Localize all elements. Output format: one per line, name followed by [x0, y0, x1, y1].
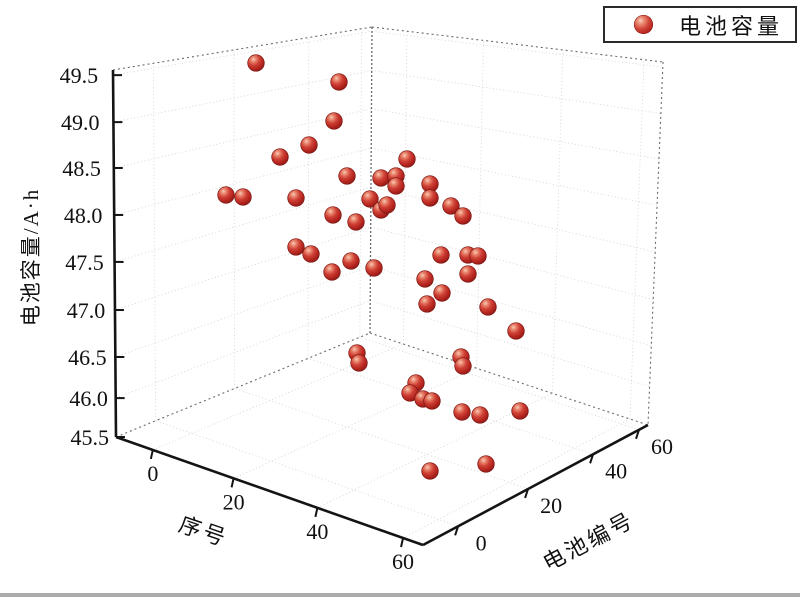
- svg-text:40: 40: [605, 458, 627, 483]
- data-point: [378, 196, 396, 214]
- page-bottom-border: [0, 593, 800, 597]
- data-point: [323, 263, 341, 281]
- data-point: [421, 189, 439, 207]
- data-point: [507, 322, 525, 340]
- data-point: [338, 167, 356, 185]
- data-point: [418, 295, 436, 313]
- svg-text:49.0: 49.0: [61, 110, 100, 135]
- data-point: [387, 177, 405, 195]
- data-point: [372, 169, 390, 187]
- svg-text:48.5: 48.5: [62, 156, 101, 181]
- svg-text:0: 0: [147, 461, 158, 486]
- axes-lines: [111, 69, 649, 547]
- data-point: [234, 188, 252, 206]
- data-point: [287, 189, 305, 207]
- data-point: [454, 207, 472, 225]
- svg-text:20: 20: [540, 493, 562, 518]
- svg-text:46.0: 46.0: [69, 386, 108, 411]
- data-point: [511, 402, 529, 420]
- data-point: [453, 403, 471, 421]
- data-point: [325, 112, 343, 130]
- svg-text:49.5: 49.5: [60, 63, 99, 88]
- data-point: [300, 136, 318, 154]
- legend-sphere-marker-icon: [634, 15, 653, 34]
- svg-text:45.5: 45.5: [71, 425, 110, 450]
- data-point: [365, 259, 383, 277]
- legend-box: 电池容量: [603, 6, 797, 43]
- data-point: [342, 252, 360, 270]
- svg-text:0: 0: [476, 530, 487, 555]
- data-point: [247, 54, 265, 72]
- z-axis-title: 电池容量/A·h: [19, 187, 43, 327]
- svg-text:47.0: 47.0: [67, 298, 106, 323]
- svg-text:60: 60: [651, 434, 673, 459]
- data-point: [398, 150, 416, 168]
- svg-text:46.5: 46.5: [68, 345, 107, 370]
- data-point: [421, 462, 439, 480]
- svg-text:20: 20: [223, 489, 245, 514]
- data-point: [459, 265, 477, 283]
- axis-ticks: [113, 74, 640, 548]
- data-point: [324, 206, 342, 224]
- data-point: [271, 148, 289, 166]
- frame-hidden-edges: [112, 26, 664, 438]
- svg-text:60: 60: [392, 549, 414, 574]
- data-point: [302, 245, 320, 263]
- data-point: [442, 197, 460, 215]
- data-point: [469, 247, 487, 265]
- axis-tick-labels: 45.5 46.0 46.5 47.0 47.5 48.0 48.5 49.0 49.5 0 20 4…: [60, 63, 673, 574]
- legend-label: 电池容量: [679, 13, 784, 39]
- data-point: [347, 213, 365, 231]
- svg-text:48.0: 48.0: [64, 203, 103, 228]
- data-point: [454, 357, 472, 375]
- svg-text:47.5: 47.5: [65, 250, 104, 275]
- wall-gridlines: [112, 28, 663, 421]
- svg-text:40: 40: [306, 519, 328, 544]
- data-point: [479, 298, 497, 316]
- data-point: [416, 270, 434, 288]
- data-point: [330, 73, 348, 91]
- scatter-points: [217, 54, 529, 480]
- data-point: [350, 354, 368, 372]
- data-point: [361, 190, 379, 208]
- data-point: [287, 238, 305, 256]
- data-point: [432, 246, 450, 264]
- data-point: [433, 284, 451, 302]
- data-point: [477, 455, 495, 473]
- data-point: [217, 186, 235, 204]
- data-point: [471, 406, 489, 424]
- data-point: [423, 392, 441, 410]
